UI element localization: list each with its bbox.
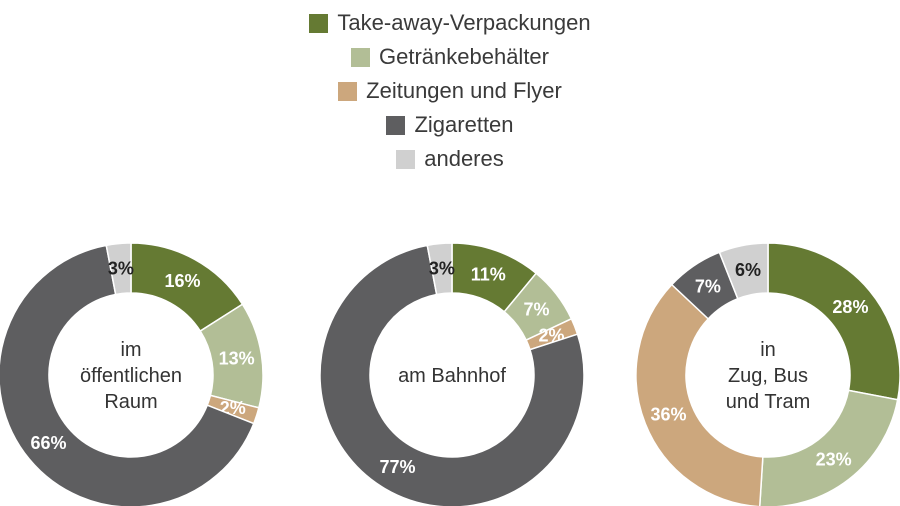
- slice-zigaretten: [0, 244, 255, 506]
- legend-swatch: [386, 115, 406, 135]
- slice-label-getraenkebehaelter: 13%: [219, 348, 255, 368]
- legend-swatch: [351, 47, 370, 67]
- legend-swatch: [396, 149, 416, 169]
- center-label: im: [120, 339, 141, 361]
- slice-label-zigaretten: 77%: [380, 457, 416, 477]
- legend-item-anderes: anderes: [0, 142, 900, 176]
- slice-label-getraenkebehaelter: 7%: [524, 299, 550, 319]
- center-label: in: [760, 339, 776, 361]
- center-label: Raum: [104, 391, 157, 413]
- slice-label-anderes: 3%: [108, 258, 134, 278]
- slice-label-zigaretten: 66%: [31, 433, 67, 453]
- legend-label: Zeitungen und Flyer: [366, 78, 562, 103]
- slice-anderes: [426, 242, 453, 296]
- legend-label: anderes: [424, 146, 504, 171]
- center-label: öffentlichen: [80, 365, 182, 387]
- legend-label: Zigaretten: [414, 112, 514, 137]
- legend-swatch: [309, 13, 329, 33]
- slice-label-getraenkebehaelter: 23%: [816, 450, 852, 470]
- slice-zeitungen: [635, 283, 764, 506]
- legend-label: Take-away-Verpackungen: [337, 10, 591, 35]
- center-label: am Bahnhof: [398, 365, 506, 387]
- legend-item-getraenkebehaelter: Getränkebehälter: [0, 40, 900, 74]
- legend: Take-away-Verpackungen Getränkebehälter …: [0, 6, 900, 176]
- legend-item-take-away: Take-away-Verpackungen: [0, 6, 900, 40]
- legend-swatch: [338, 81, 358, 101]
- center-label: Zug, Bus: [728, 365, 808, 387]
- legend-item-zigaretten: Zigaretten: [0, 108, 900, 142]
- slice-label-anderes: 6%: [735, 260, 761, 280]
- slice-label-take-away: 28%: [832, 297, 868, 317]
- slice-label-zeitungen: 36%: [650, 404, 686, 424]
- slice-label-anderes: 3%: [429, 258, 455, 278]
- slice-label-take-away: 16%: [165, 271, 201, 291]
- slice-getraenkebehaelter: [759, 389, 899, 506]
- legend-label: Getränkebehälter: [379, 44, 549, 69]
- slice-take-away: [767, 242, 900, 401]
- slice-label-zigaretten: 7%: [695, 277, 721, 297]
- center-label: und Tram: [726, 391, 810, 413]
- slice-anderes: [105, 242, 132, 296]
- legend-item-zeitungen: Zeitungen und Flyer: [0, 74, 900, 108]
- slice-label-take-away: 11%: [471, 264, 506, 284]
- donut-chart-3: 28% 23% 36% 7% 6% in Zug, Bus und Tram: [635, 242, 900, 506]
- donut-chart-2: 11%7%2%77%3%am Bahnhof: [319, 242, 585, 506]
- slice-anderes: [718, 242, 769, 300]
- slice-zigaretten: [319, 244, 585, 506]
